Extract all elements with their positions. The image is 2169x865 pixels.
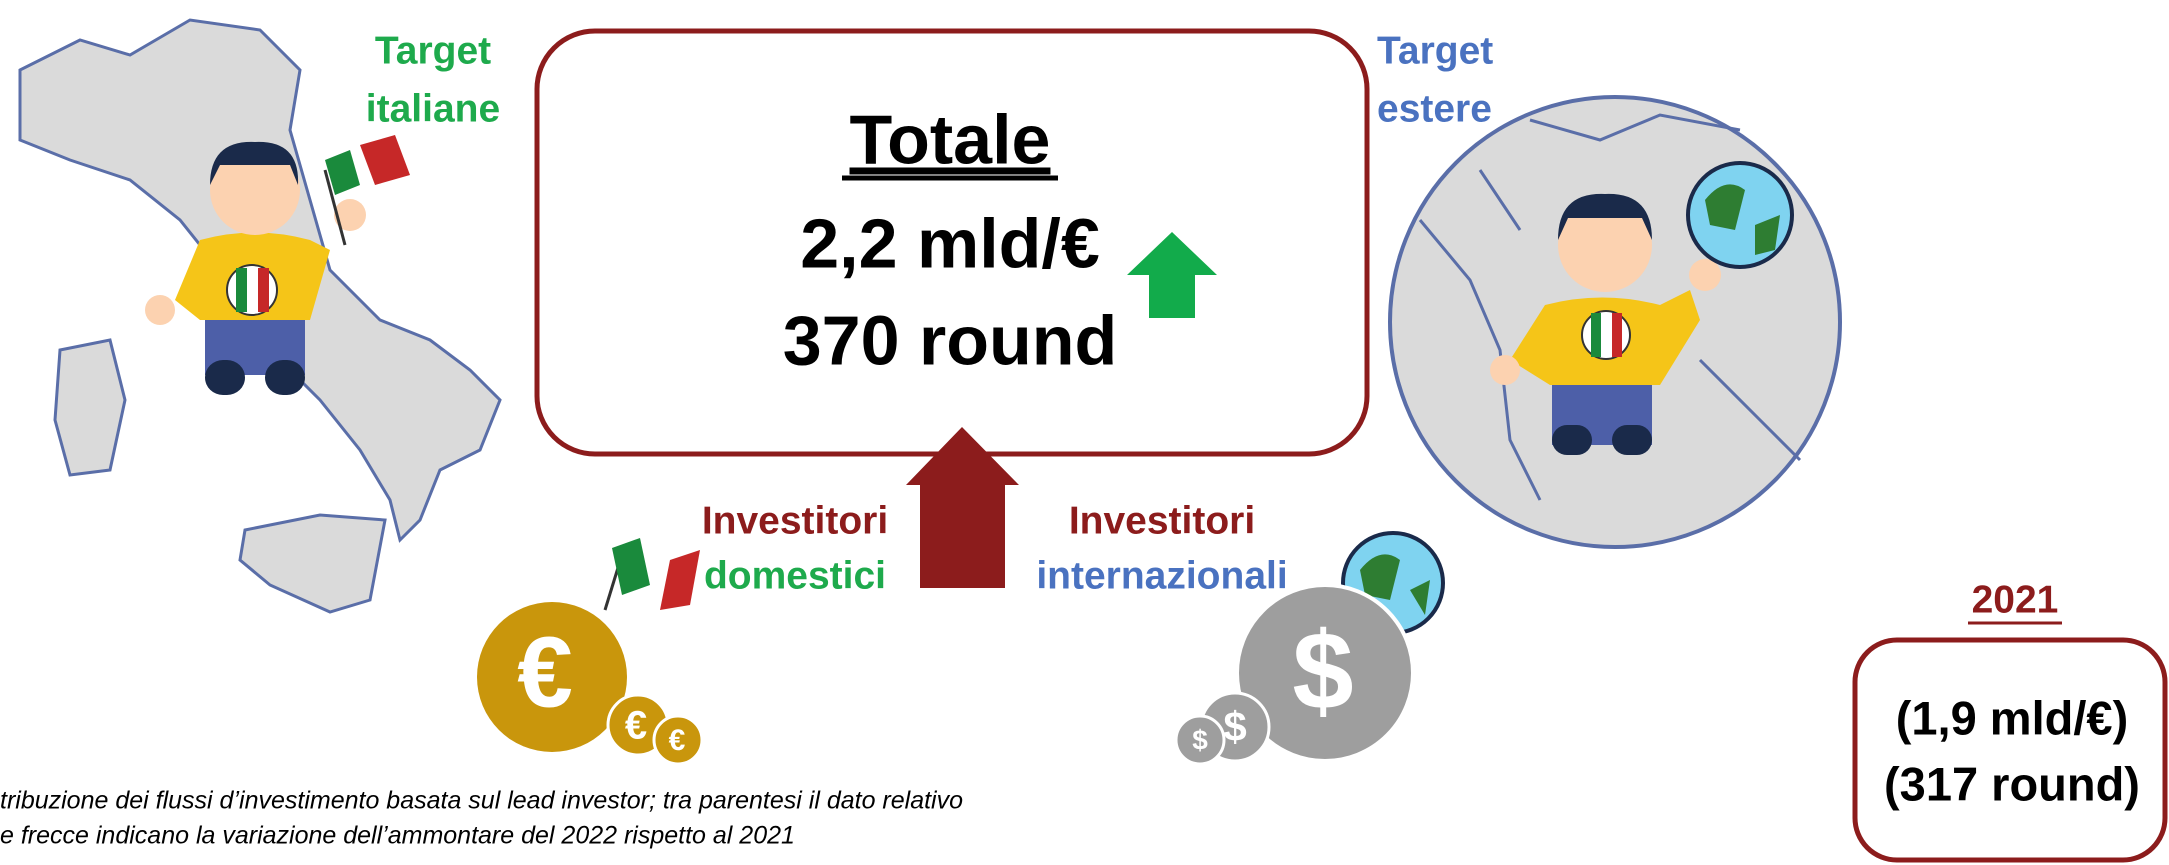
target-estere-line1: Target bbox=[1377, 29, 1493, 72]
svg-text:$: $ bbox=[1192, 724, 1208, 755]
svg-text:$: $ bbox=[1292, 610, 1353, 733]
domestici-line2: domestici bbox=[704, 554, 886, 597]
internazionali-line2: internazionali bbox=[1036, 554, 1287, 597]
previous-year: 2021 bbox=[1972, 578, 2059, 621]
previous-box bbox=[1852, 637, 2168, 863]
svg-text:€: € bbox=[625, 704, 647, 748]
domestici-line1: Investitori bbox=[702, 499, 888, 542]
previous-amount: (1,9 mld/€) bbox=[1896, 691, 2128, 744]
character-italy bbox=[145, 135, 410, 395]
up-arrow-red bbox=[906, 427, 1019, 588]
up-arrow-green bbox=[1127, 232, 1217, 318]
internazionali-line1: Investitori bbox=[1069, 499, 1255, 542]
target-estere-line2: estere bbox=[1377, 87, 1492, 130]
character-world bbox=[1490, 161, 1794, 455]
total-title: Totale bbox=[850, 100, 1051, 178]
svg-text:€: € bbox=[517, 616, 573, 728]
target-italiane-line2: italiane bbox=[366, 87, 500, 130]
footnote-line2: e frecce indicano la variazione dell’amm… bbox=[0, 822, 795, 850]
previous-rounds: (317 round) bbox=[1884, 757, 2140, 810]
target-italiane-line1: Target bbox=[375, 29, 491, 72]
svg-text:€: € bbox=[669, 724, 686, 757]
total-rounds: 370 round bbox=[783, 301, 1118, 379]
euro-coins: € € € bbox=[477, 538, 704, 766]
total-amount: 2,2 mld/€ bbox=[800, 204, 1100, 282]
dollar-coins: $ $ $ bbox=[1174, 531, 1445, 766]
svg-text:$: $ bbox=[1223, 703, 1246, 750]
footnote-line1: tribuzione dei flussi d’investimento bas… bbox=[0, 787, 963, 815]
